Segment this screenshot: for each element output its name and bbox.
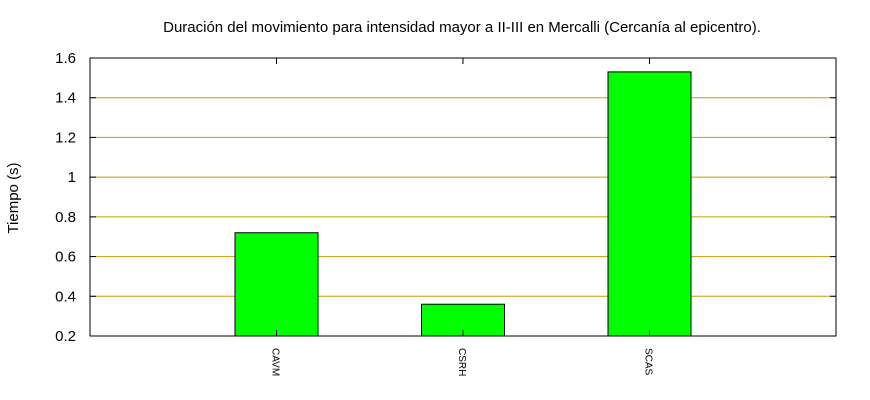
chart-title: Duración del movimiento para intensidad … (163, 19, 761, 36)
y-tick-label: 1 (68, 169, 76, 186)
y-tick-label: 0.4 (55, 288, 76, 305)
bars (234, 71, 692, 337)
bar-scas (607, 71, 692, 337)
x-category-label: SCAS (643, 348, 654, 376)
y-tick-label: 0.6 (55, 249, 76, 266)
y-tick-label: 1.4 (55, 90, 76, 107)
bar-cavm (234, 232, 319, 337)
y-axis-ticks: 0.2 0.4 0.6 0.8 1 1.2 1.4 1.6 (55, 50, 836, 345)
y-axis-label: Tiempo (s) (5, 162, 22, 233)
gridlines (90, 97, 836, 297)
y-tick-label: 1.6 (55, 50, 76, 67)
plot-area-frame (89, 57, 837, 337)
y-tick-label: 1.2 (55, 129, 76, 146)
x-axis-categories: CAVM CSRH SCAS (270, 348, 654, 376)
y-tick-label: 0.8 (55, 209, 76, 226)
y-tick-label: 0.2 (55, 328, 76, 345)
x-category-label: CAVM (270, 348, 281, 376)
x-category-label: CSRH (456, 348, 467, 376)
